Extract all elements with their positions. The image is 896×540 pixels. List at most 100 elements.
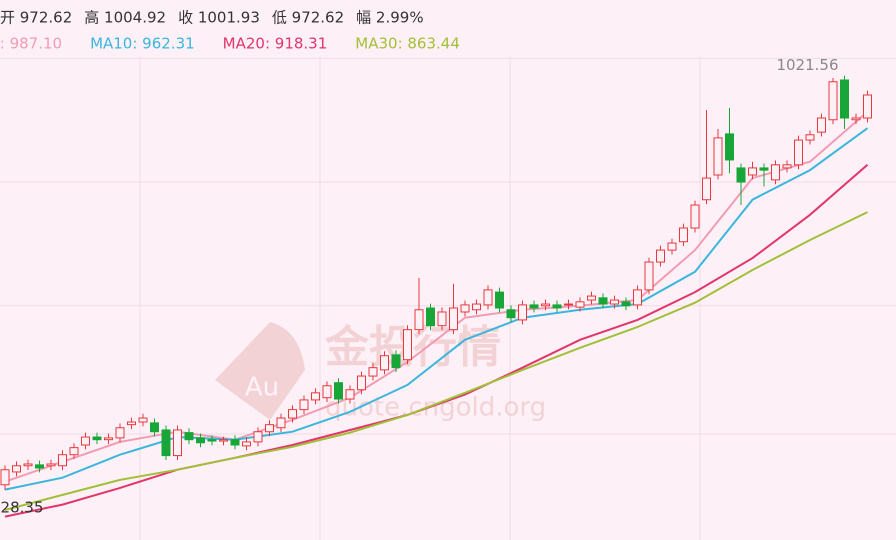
candle-body: [529, 304, 539, 309]
candle-body: [368, 367, 378, 377]
candle-body: [311, 392, 320, 401]
legend-item: MA10: 962.31: [90, 35, 195, 53]
candle-body: [794, 139, 803, 166]
candle-body: [92, 436, 102, 441]
candle-body: [207, 439, 217, 442]
candle-body: [357, 375, 366, 391]
candle-body: [161, 429, 171, 457]
candle-body: [391, 354, 401, 369]
header-item: 高 1004.92: [84, 9, 166, 27]
legend-item: MA30: 863.44: [355, 35, 460, 53]
candle-body: [58, 454, 67, 467]
candle-body: [472, 303, 481, 311]
candle-body: [667, 242, 677, 251]
candle-body: [253, 431, 263, 443]
candle-body: [736, 167, 746, 183]
candle-body: [69, 447, 79, 456]
grid: [0, 57, 896, 435]
candle-body: [817, 117, 826, 133]
candle-body: [851, 117, 861, 121]
candle-body: [840, 79, 849, 119]
candle-body: [219, 439, 228, 442]
candle-body: [575, 301, 585, 308]
candle-body: [150, 422, 159, 433]
candle-body: [506, 309, 516, 319]
candle-body: [598, 297, 608, 305]
header-item: 收 1001.93: [178, 9, 260, 27]
candle-body: [138, 417, 148, 423]
candle-body: [759, 167, 769, 171]
watermark-logo: Au: [245, 373, 279, 403]
candle-body: [265, 424, 274, 433]
candle-body: [782, 164, 792, 169]
candle-body: [23, 463, 33, 467]
candle-body: [345, 389, 355, 400]
candle-body: [403, 329, 412, 361]
candles: [0, 75, 872, 490]
candle-body: [748, 167, 757, 176]
header-item: 幅 2.99%: [356, 9, 423, 27]
candle-body: [690, 204, 700, 229]
candle-body: [713, 137, 723, 176]
candle-body: [552, 304, 562, 309]
candle-body: [334, 382, 343, 400]
candle-body: [81, 436, 90, 446]
header-item: 低 972.62: [272, 9, 344, 27]
candle-body: [587, 295, 596, 301]
candle-body: [299, 399, 309, 411]
watermark-brand: 金投行情: [324, 322, 501, 373]
candle-body: [644, 261, 654, 291]
candle-body: [127, 421, 136, 426]
candle-body: [633, 289, 642, 306]
candle-body: [426, 307, 435, 327]
candle-body: [610, 299, 619, 305]
candle-body: [0, 469, 10, 486]
candle-body: [541, 303, 550, 307]
candle-body: [863, 94, 872, 119]
candle-body: [184, 432, 194, 441]
candle-body: [104, 437, 113, 441]
candle-body: [322, 385, 332, 399]
candle-body: [115, 427, 125, 439]
candle-body: [449, 307, 458, 331]
watermark: Au 金投行情 quote.cngold.org: [215, 322, 546, 423]
legend-item: MA5: 987.10: [0, 35, 62, 53]
vertical-grid: [139, 57, 701, 540]
ma-line: [4, 211, 868, 511]
candle-body: [380, 355, 389, 371]
candle-body: [828, 81, 838, 121]
candle-body: [483, 289, 493, 306]
legend-item: MA20: 918.31: [223, 35, 328, 53]
header: 开 972.62 高 1004.92 收 1001.93 低 972.62 幅 2.99…: [0, 9, 424, 27]
ma-lines: [4, 111, 869, 518]
candle-body: [518, 304, 527, 321]
candle-body: [437, 311, 447, 327]
candle-body: [173, 429, 182, 457]
candle-body: [276, 417, 286, 429]
candle-body: [288, 409, 297, 419]
candle-body: [771, 164, 780, 181]
candle-body: [621, 301, 631, 307]
ma-line: [4, 127, 869, 491]
high-label: 1021.56: [776, 56, 838, 74]
candle-body: [46, 463, 56, 467]
candle-body: [414, 309, 424, 331]
candle-body: [656, 249, 665, 263]
candle-body: [725, 133, 734, 161]
header-item: 开 972.62: [0, 9, 72, 27]
candle-body: [495, 291, 504, 309]
candle-body: [230, 439, 240, 446]
candle-body: [460, 304, 470, 313]
candle-body: [196, 437, 205, 444]
watermark-site: quote.cngold.org: [325, 393, 546, 423]
candle-body: [564, 303, 573, 306]
ma-line: [4, 111, 869, 483]
legend: MA5: 987.10 MA10: 962.31 MA20: 918.31 MA30:…: [0, 35, 460, 53]
candle-body: [679, 227, 688, 243]
watermark-logo-shape: [215, 322, 305, 420]
candle-body: [702, 177, 711, 201]
candle-body: [805, 134, 815, 141]
candle-body: [35, 464, 44, 469]
